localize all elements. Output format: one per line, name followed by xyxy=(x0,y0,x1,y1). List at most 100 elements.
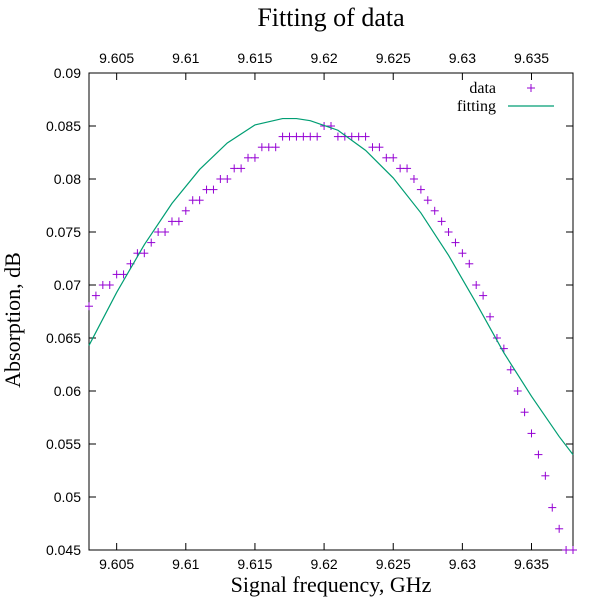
data-point xyxy=(389,153,398,162)
x-tick-label: 9.61 xyxy=(172,556,199,572)
x-tick-label: 9.605 xyxy=(99,556,134,572)
legend-label-fitting: fitting xyxy=(457,98,496,115)
data-point xyxy=(486,312,495,321)
x2-tick-label: 9.635 xyxy=(514,50,549,66)
data-point xyxy=(327,122,335,130)
data-point xyxy=(181,206,190,215)
data-point xyxy=(195,196,204,205)
data-point xyxy=(244,153,253,162)
plot-area xyxy=(85,117,577,554)
data-point xyxy=(520,408,529,417)
data-point xyxy=(396,164,405,173)
data-point xyxy=(299,132,308,141)
data-point xyxy=(188,196,197,205)
data-point xyxy=(437,217,446,226)
y-tick-label: 0.075 xyxy=(46,224,81,240)
x2-axis: 9.605 9.61 9.615 9.62 9.625 9.63 9.635 xyxy=(99,50,549,80)
y-tick-label: 0.085 xyxy=(46,118,81,134)
data-point xyxy=(458,249,467,258)
data-point xyxy=(250,153,259,162)
x2-tick-label: 9.605 xyxy=(99,50,134,66)
legend-marker-data xyxy=(527,84,535,92)
data-point xyxy=(430,206,439,215)
data-point xyxy=(451,238,460,247)
y-tick-label: 0.07 xyxy=(54,277,81,293)
data-point xyxy=(257,143,266,152)
data-point xyxy=(347,132,356,141)
data-point xyxy=(555,524,564,533)
data-point xyxy=(271,143,280,152)
x-tick-label: 9.615 xyxy=(237,556,272,572)
data-point xyxy=(202,185,211,194)
data-point xyxy=(548,503,557,512)
data-point xyxy=(375,143,384,152)
y-tick-label: 0.09 xyxy=(54,65,81,81)
data-point xyxy=(403,164,412,173)
data-point xyxy=(147,238,156,247)
data-point xyxy=(465,259,474,268)
legend-label-data: data xyxy=(469,80,496,97)
data-point xyxy=(313,132,322,141)
data-point xyxy=(527,429,536,438)
data-point xyxy=(368,143,377,152)
data-point xyxy=(416,185,425,194)
data-point xyxy=(423,196,432,205)
data-point xyxy=(140,249,149,258)
plot-frame xyxy=(88,72,574,551)
y-axis-title: Absorption, dB xyxy=(0,252,25,388)
data-point xyxy=(230,164,239,173)
x-tick-label: 9.635 xyxy=(514,556,549,572)
x2-tick-label: 9.625 xyxy=(376,50,411,66)
data-point xyxy=(513,387,522,395)
data-point xyxy=(119,270,128,279)
data-point xyxy=(174,217,183,226)
y-tick-label: 0.06 xyxy=(54,383,81,399)
y-tick-label: 0.08 xyxy=(54,171,81,187)
x2-tick-label: 9.63 xyxy=(449,50,476,66)
data-point xyxy=(223,175,232,183)
data-point xyxy=(333,132,342,141)
data-point xyxy=(216,175,225,183)
series-fitting-line xyxy=(88,117,574,455)
x2-tick-label: 9.615 xyxy=(237,50,272,66)
chart-title: Fitting of data xyxy=(257,3,405,32)
data-point xyxy=(98,281,107,289)
data-point xyxy=(161,228,170,236)
legend: data fitting xyxy=(457,80,554,115)
data-point xyxy=(382,153,391,162)
x2-tick-label: 9.61 xyxy=(172,50,199,66)
x-axis-title: Signal frequency, GHz xyxy=(231,572,432,597)
y-tick-label: 0.045 xyxy=(46,542,81,558)
y-axis: 0.045 0.05 0.055 0.06 0.065 0.07 0.075 0.08 0.08… xyxy=(46,65,573,558)
data-point xyxy=(237,164,246,173)
y-tick-label: 0.05 xyxy=(54,489,81,505)
data-point xyxy=(534,450,543,459)
data-point xyxy=(264,143,273,152)
x-tick-label: 9.625 xyxy=(376,556,411,572)
data-point xyxy=(85,302,93,311)
data-point xyxy=(306,132,315,141)
data-point xyxy=(167,217,176,226)
x2-tick-label: 9.62 xyxy=(310,50,337,66)
data-point xyxy=(409,175,418,183)
data-point xyxy=(154,228,163,236)
data-point xyxy=(506,365,515,374)
data-point xyxy=(105,281,114,289)
y-tick-label: 0.065 xyxy=(46,330,81,346)
data-point xyxy=(569,546,577,554)
data-point xyxy=(285,132,294,141)
data-point xyxy=(479,291,488,300)
data-point xyxy=(444,228,453,236)
data-point xyxy=(292,132,301,141)
data-point xyxy=(209,185,218,194)
data-point xyxy=(91,291,100,300)
data-point xyxy=(361,132,370,141)
data-point xyxy=(562,546,571,554)
data-point xyxy=(541,471,550,480)
data-point xyxy=(472,281,481,289)
x-tick-label: 9.63 xyxy=(449,556,476,572)
data-point xyxy=(278,132,287,141)
y-tick-label: 0.055 xyxy=(46,436,81,452)
